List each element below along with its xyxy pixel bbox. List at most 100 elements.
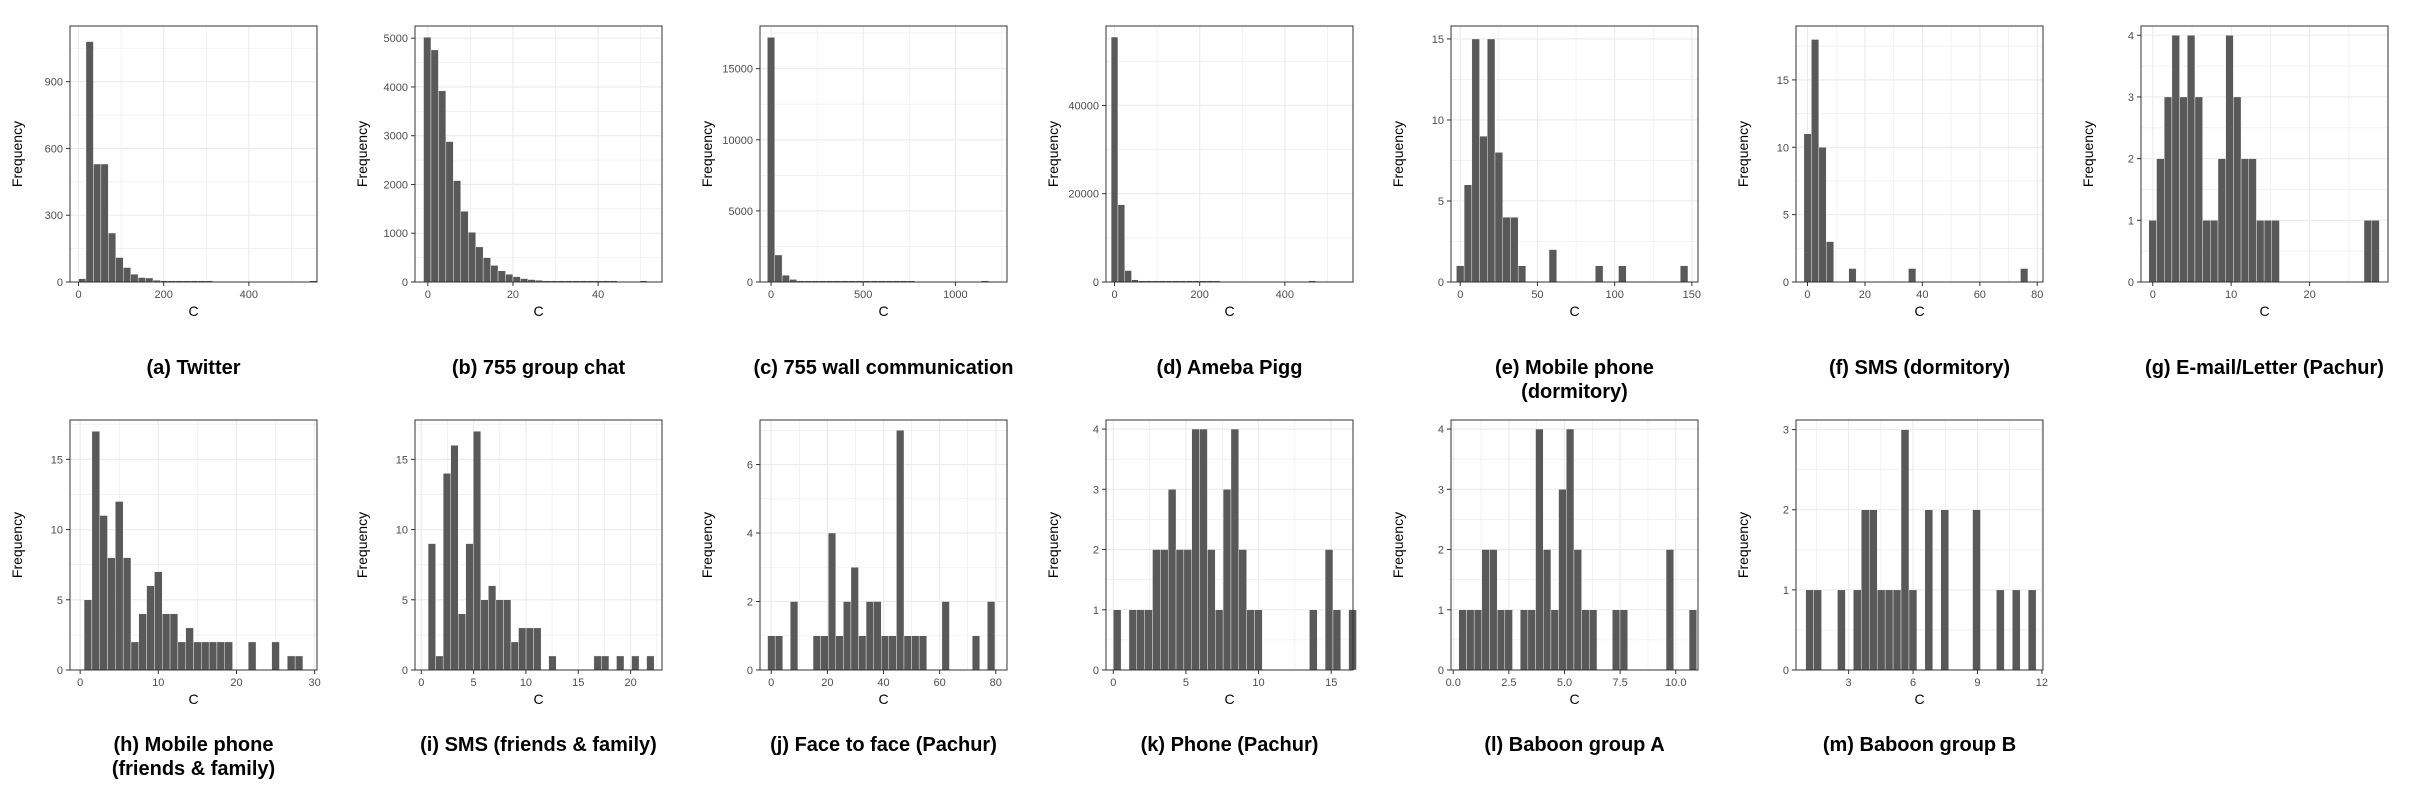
chart-caption-b: (b) 755 group chat [451,357,626,379]
y-tick-label: 4 [1093,424,1099,436]
histogram-bar [774,254,783,283]
x-tick-label: 150 [1683,289,1701,301]
chart-caption-l: (l) Baboon group A [1484,734,1665,756]
y-tick-label: 600 [45,143,63,155]
histogram-bar [154,571,163,671]
histogram-bar [1566,428,1575,671]
histogram-bar [1230,428,1239,671]
histogram-bar [201,641,210,671]
y-tick-label: 2000 [384,179,408,191]
histogram-bar [1479,135,1488,283]
histogram-bar [601,655,610,671]
histogram-bar [1254,609,1263,671]
y-axis-label: Frequency [1735,121,1751,187]
histogram-bar [593,655,602,671]
histogram-bar [510,641,519,671]
histogram-bar [123,267,131,283]
y-tick-label: 4 [1438,424,1444,436]
panel-border [1105,25,1354,283]
y-tick-label: 4 [747,528,753,540]
histogram-bar [1207,549,1216,671]
histogram-bar [2164,96,2173,283]
histogram-bar [1113,609,1122,671]
y-tick-label: 2 [2128,154,2134,166]
y-tick-label: 10 [396,525,408,537]
plot-panel [760,26,1007,282]
histogram-bar [888,635,897,671]
x-tick-label: 20 [624,677,636,689]
x-tick-label: 10 [2225,289,2237,301]
y-tick-label: 1 [1093,605,1099,617]
histogram-bar [2248,158,2257,283]
histogram-bar [1473,609,1483,671]
histogram-bar [108,232,116,283]
histogram-bar [468,232,476,283]
plot-panel [1796,420,2043,670]
x-tick-label: 0 [1457,289,1463,301]
histogram-bar [2233,96,2242,283]
histogram-bar [1456,265,1465,283]
histogram-bar [1471,38,1480,283]
y-tick-label: 15 [51,454,63,466]
histogram-bar [193,641,202,671]
histogram-bar [1803,133,1812,283]
y-tick-label: 2 [1093,545,1099,557]
histogram-bar [2027,589,2037,671]
histogram-bar [1892,589,1902,671]
histogram-bar [1527,609,1536,671]
histogram-bar [1612,609,1621,671]
histogram-bar [896,430,905,671]
histogram-bar [99,515,108,671]
histogram-bar [1160,549,1169,671]
histogram-bar [1811,39,1820,283]
y-tick-label: 10 [1777,142,1789,154]
histogram-bar [2020,268,2029,283]
histogram-bar [850,567,859,671]
x-tick-label: 0 [768,289,774,301]
histogram-bar [1167,489,1177,671]
histogram-bar [1246,609,1255,671]
histogram-bar [2363,220,2372,283]
x-tick-label: 80 [990,677,1002,689]
histogram-bar [208,641,218,671]
histogram-bar [224,641,233,671]
histogram-bar [1826,241,1834,283]
histogram-bar [1688,609,1697,671]
x-axis-label: C [1224,303,1234,319]
histogram-bar [1152,549,1161,671]
histogram-bar [646,655,655,671]
histogram-bar [1543,549,1552,671]
histogram-bar [911,635,920,671]
histogram-bar [465,543,474,671]
histogram-bar [1573,549,1582,671]
histogram-bar [2156,158,2165,283]
chart-caption-m: (m) Baboon group B [1822,734,2017,756]
histogram-bar [1175,549,1185,671]
chart-a: 0 200 400 0 300 600 900 C Frequency [9,25,318,319]
histogram-bar [460,211,469,283]
histogram-bar [835,635,844,671]
histogram-bar [2225,35,2234,283]
histogram-bar [1869,509,1878,671]
histogram-bar [294,655,304,671]
histogram-bar [1183,549,1192,671]
histogram-bar [505,273,514,283]
histogram-bar [1940,509,1949,671]
x-tick-label: 1000 [943,289,967,301]
panel-border [1795,25,2044,283]
histogram-bar [1117,204,1125,283]
histogram-bar [271,641,280,671]
histogram-bar [495,599,504,671]
histogram-bar [1818,147,1827,283]
chart-caption-h: (h) Mobile phone (friends & family) [111,734,276,780]
histogram-bar [1510,216,1519,283]
histogram-bar [1487,38,1496,283]
panel-border [759,25,1008,283]
y-tick-label: 0 [1438,277,1444,289]
chart-b: 0 20 40 0 1000 2000 3000 4000 5000 C Frequency [354,25,663,319]
x-tick-label: 0 [77,677,83,689]
histogram-bar [2187,35,2196,283]
y-tick-label: 0 [402,277,408,289]
